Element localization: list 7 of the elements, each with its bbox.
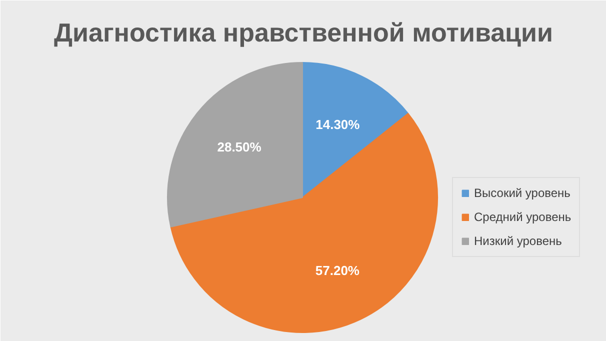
- data-label: 28.50%: [217, 139, 262, 154]
- legend-label: Высокий уровень: [474, 186, 570, 200]
- data-label: 14.30%: [316, 117, 360, 132]
- chart-title: Диагностика нравственной мотивации: [54, 18, 553, 48]
- data-label: 57.20%: [315, 263, 360, 278]
- legend-label: Низкий уровень: [474, 234, 562, 248]
- legend-label: Средний уровень: [474, 210, 572, 224]
